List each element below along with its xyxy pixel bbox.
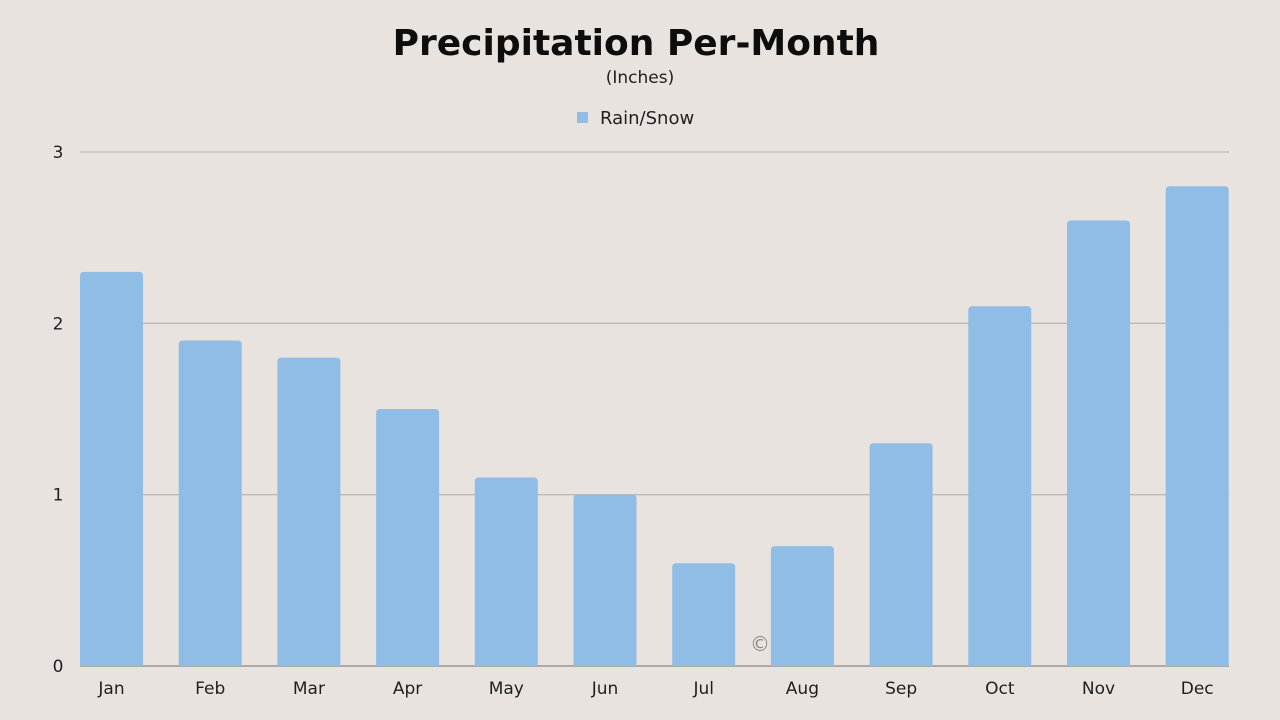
- x-tick-label: Sep: [885, 679, 917, 699]
- x-tick-label: Nov: [1082, 679, 1115, 699]
- chart-subtitle: (Inches): [606, 68, 675, 88]
- x-tick-label: Dec: [1181, 679, 1214, 699]
- bar-dec: [1165, 186, 1229, 666]
- x-tick-label: Apr: [393, 679, 422, 699]
- y-tick-label: 0: [53, 657, 64, 677]
- x-tick-label: Jul: [692, 679, 714, 699]
- bar-oct: [968, 306, 1032, 666]
- legend-label: Rain/Snow: [600, 108, 694, 129]
- bar-feb: [178, 340, 242, 666]
- bar-sep: [869, 443, 933, 666]
- gridlines: [80, 151, 1229, 667]
- x-tick-label: Mar: [293, 679, 325, 699]
- bars: [80, 186, 1229, 667]
- bar-jul: [672, 563, 736, 666]
- bar-aug: [770, 546, 834, 666]
- x-tick-label: Aug: [786, 679, 819, 699]
- bar-jun: [573, 494, 637, 666]
- bar-mar: [277, 357, 341, 666]
- copyright-watermark: ©: [750, 632, 770, 656]
- legend-swatch: [577, 112, 588, 123]
- x-axis-labels: Jan Feb Mar Apr May Jun Jul Aug Sep Oct Nov Dec: [97, 679, 1213, 699]
- bar-may: [474, 477, 538, 666]
- y-tick-label: 1: [53, 486, 64, 506]
- legend: Rain/Snow: [577, 108, 694, 129]
- bar-jan: [80, 271, 143, 666]
- x-tick-label: Jan: [97, 679, 124, 699]
- bar-nov: [1067, 220, 1130, 667]
- y-tick-label: 3: [53, 143, 64, 163]
- x-tick-label: May: [489, 679, 524, 699]
- y-tick-label: 2: [53, 314, 64, 334]
- x-tick-label: Oct: [985, 679, 1015, 699]
- x-tick-label: Jun: [591, 679, 619, 699]
- bar-apr: [376, 409, 440, 666]
- x-tick-label: Feb: [195, 679, 225, 699]
- y-axis-ticks: 0 1 2 3: [53, 143, 64, 677]
- chart-title: Precipitation Per-Month: [393, 23, 880, 64]
